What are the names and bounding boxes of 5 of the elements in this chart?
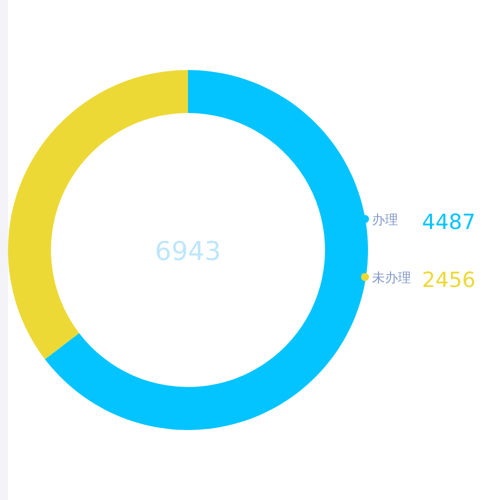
legend-label: 未办理 bbox=[372, 271, 411, 286]
data-label: 2456 bbox=[422, 268, 476, 292]
text: 6943 bbox=[154, 237, 222, 267]
legend-label: 办理 bbox=[372, 213, 398, 228]
data-label: 4487 bbox=[422, 210, 476, 234]
